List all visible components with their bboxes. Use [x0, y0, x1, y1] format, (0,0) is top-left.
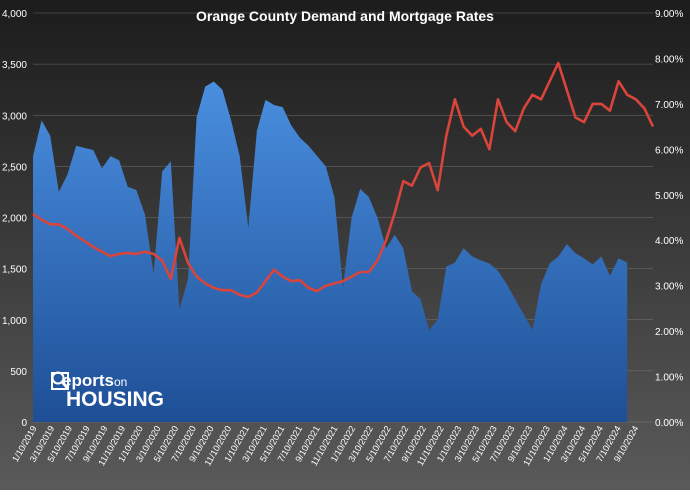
chart-title: Orange County Demand and Mortgage Rates — [196, 8, 494, 24]
right-axis-tick-label: 9.00% — [655, 9, 683, 20]
left-axis-tick-label: 1,000 — [2, 316, 27, 327]
left-axis-tick-labels: 0 500 1,000 1,500 2,000 2,500 3,000 3,500 4,000 — [2, 9, 27, 429]
right-axis-tick-labels: 0.00% 1.00% 2.00% 3.00% 4.00% 5.00% 6.00% 7.00%… — [655, 9, 683, 429]
right-axis-tick-label: 6.00% — [655, 145, 683, 156]
right-axis-tick-label: 8.00% — [655, 54, 683, 65]
logo-wordmark-housing: HOUSING — [66, 388, 164, 411]
right-axis-tick-label: 3.00% — [655, 282, 683, 293]
magnifier-icon — [51, 371, 65, 385]
reports-on-housing-logo: eports on HOUSING — [51, 371, 164, 411]
demand-area-series — [33, 81, 628, 422]
right-axis-tick-label: 2.00% — [655, 327, 683, 338]
right-axis-tick-label: 7.00% — [655, 100, 683, 111]
left-axis-tick-label: 500 — [10, 367, 27, 378]
right-axis-tick-label: 0.00% — [655, 418, 683, 429]
left-axis-tick-label: 0 — [21, 418, 27, 429]
left-axis-tick-label: 3,500 — [2, 60, 27, 71]
logo-wordmark-reports: eports — [62, 371, 114, 390]
right-axis-tick-label: 1.00% — [655, 373, 683, 384]
right-axis-tick-label: 5.00% — [655, 191, 683, 202]
left-axis-tick-label: 2,000 — [2, 214, 27, 225]
left-axis-tick-label: 1,500 — [2, 265, 27, 276]
left-axis-tick-label: 3,000 — [2, 111, 27, 122]
mortgage-rate-line-series — [32, 61, 655, 299]
logo-wordmark-on: on — [114, 375, 127, 389]
left-axis-tick-label: 4,000 — [2, 9, 27, 20]
right-axis-tick-label: 4.00% — [655, 236, 683, 247]
left-axis-tick-label: 2,500 — [2, 162, 27, 173]
